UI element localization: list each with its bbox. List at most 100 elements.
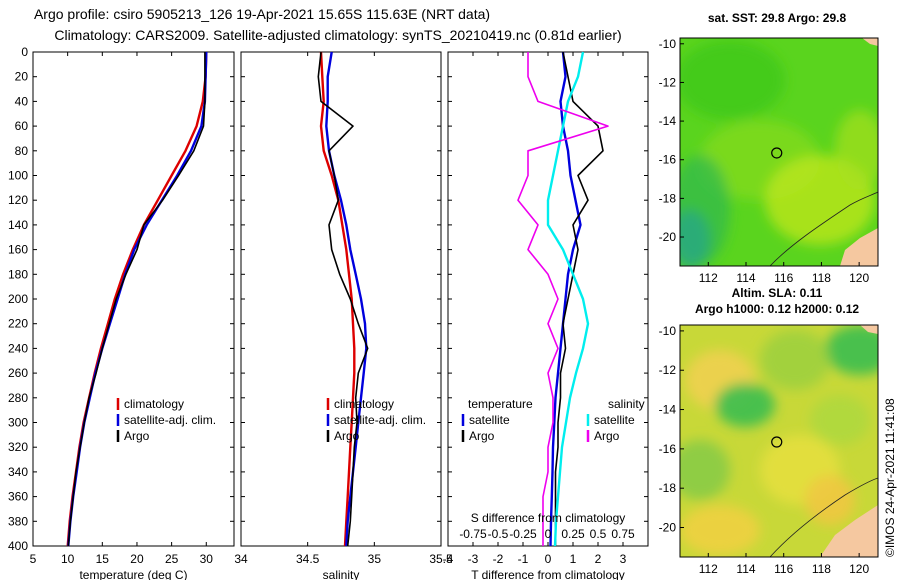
- ytick-label: 140: [8, 218, 28, 232]
- ytick-label: 60: [15, 119, 29, 133]
- sla-map-ytick-label: -12: [659, 363, 677, 377]
- salinity-frame: [240, 51, 442, 547]
- sla-map-xtick-label: 114: [736, 562, 755, 576]
- difference-xlabel: T difference from climatology: [471, 568, 625, 580]
- sst-bathymetry-contour: [769, 191, 878, 266]
- temperature-series-argo: [67, 52, 206, 547]
- sst-land-north: [862, 38, 878, 46]
- ytick-label: 260: [8, 366, 28, 380]
- salinity-panel: 34 34.5 35 35.5 salinity climatology satellite…: [234, 51, 453, 580]
- sla-map-xtick-label: 112: [699, 562, 718, 576]
- sst-map: sat. SST: 29.8 Argo: 29.8 112 114 116 118 12…: [659, 11, 879, 285]
- title-line-1: Argo profile: csiro 5905213_126 19-Apr-2…: [34, 6, 490, 22]
- sst-map-xtick-label: 112: [699, 271, 718, 285]
- ytick-label: 120: [8, 193, 28, 207]
- diff-legend-temperature-title: temperature: [468, 397, 533, 411]
- temperature-legend-label: Argo: [124, 429, 150, 443]
- diff-s-axis-tick: 0: [545, 527, 552, 541]
- difference-series-salinity-argo: [517, 52, 609, 546]
- salinity-xtick-label: 34: [234, 552, 248, 566]
- ytick-label: 240: [8, 341, 28, 355]
- diff-s-axis-tick: 0.75: [611, 527, 635, 541]
- sst-map-ytick-label: -20: [659, 230, 677, 244]
- sla-bathymetry-contour: [769, 477, 878, 557]
- sla-land-north: [860, 325, 878, 334]
- sla-map-xtick-label: 118: [812, 562, 831, 576]
- temperature-legend-label: climatology: [124, 397, 184, 411]
- difference-xtick-label: 0: [545, 552, 552, 566]
- salinity-legend-label: satellite-adj. clim.: [334, 413, 426, 427]
- sla-map-xtick-label: 120: [849, 562, 869, 576]
- difference-xtick-label: -3: [468, 552, 479, 566]
- sla-map-xtick-label: 116: [774, 562, 793, 576]
- sla-map-ytick-label: -18: [659, 481, 677, 495]
- sla-map: Altim. SLA: 0.11 Argo h1000: 0.12 h2000:…: [659, 286, 879, 576]
- sla-land: [820, 505, 878, 557]
- temperature-legend-label: satellite-adj. clim.: [124, 413, 216, 427]
- title-line-2: Climatology: CARS2009. Satellite-adjuste…: [54, 27, 621, 43]
- sla-map-ytick-label: -20: [659, 521, 677, 535]
- sst-map-ytick-label: -12: [659, 75, 677, 89]
- temperature-xtick-label: 25: [165, 552, 179, 566]
- sst-land: [840, 228, 878, 266]
- sst-map-xtick-label: 114: [736, 271, 755, 285]
- temperature-xlabel: temperature (deg C): [79, 568, 187, 580]
- ytick-label: 40: [15, 94, 29, 108]
- sst-map-title: sat. SST: 29.8 Argo: 29.8: [708, 11, 847, 25]
- sla-map-field: [680, 325, 878, 557]
- sst-argo-location-marker: [771, 147, 783, 159]
- salinity-series-climatology: [319, 51, 356, 547]
- ytick-label: 340: [8, 465, 28, 479]
- difference-xtick-label: -2: [493, 552, 504, 566]
- difference-series-salinity-satellite: [546, 51, 590, 547]
- sla-map-title-1: Altim. SLA: 0.11: [732, 286, 823, 300]
- diff-legend-left-label: satellite: [469, 413, 510, 427]
- sla-map-ytick-label: -16: [659, 442, 677, 456]
- sla-map-title-2: Argo h1000: 0.12 h2000: 0.12: [695, 302, 859, 316]
- diff-s-axis-tick: -0.25: [509, 527, 537, 541]
- diff-s-axis-title: S difference from climatology: [471, 511, 626, 525]
- salinity-xtick-label: 34.5: [296, 552, 320, 566]
- difference-xtick-label: 3: [620, 552, 627, 566]
- temperature-xtick-label: 15: [96, 552, 110, 566]
- diff-s-axis-tick: 0.25: [561, 527, 585, 541]
- diff-legend-right-label: satellite: [594, 413, 635, 427]
- ytick-label: 80: [15, 144, 29, 158]
- temperature-series-satellite-adj-clim-: [67, 51, 208, 547]
- diff-legend-left-label: Argo: [469, 429, 495, 443]
- sst-map-xtick-label: 120: [849, 271, 869, 285]
- ytick-label: 300: [8, 416, 28, 430]
- sst-map-axes: 112 114 116 118 120 -10 -12 -14 -16 -18 -20: [659, 37, 870, 285]
- difference-xtick-label: 1: [570, 552, 577, 566]
- diff-legend-right-label: Argo: [594, 429, 620, 443]
- ytick-label: 400: [8, 539, 28, 553]
- ytick-label: 20: [15, 70, 29, 84]
- salinity-legend-label: climatology: [334, 397, 394, 411]
- diff-s-axis-tick: -0.75: [459, 527, 487, 541]
- sla-map-ytick-label: -10: [659, 324, 677, 338]
- temperature-series-climatology: [66, 51, 208, 547]
- temperature-xtick-label: 30: [200, 552, 214, 566]
- ytick-label: 0: [21, 45, 28, 59]
- ytick-label: 360: [8, 490, 28, 504]
- temperature-panel: 0 20 40 60 80 100 120 140 160 180 200 220 240 260 280 3…: [8, 45, 235, 580]
- salinity-series-satellite-adj-clim-: [325, 51, 368, 547]
- sst-map-xtick-label: 118: [812, 271, 831, 285]
- temperature-xtick-label: 20: [130, 552, 144, 566]
- ytick-label: 220: [8, 317, 28, 331]
- sla-argo-location-marker: [771, 436, 783, 448]
- sst-map-ytick-label: -10: [659, 37, 677, 51]
- ytick-label: 280: [8, 391, 28, 405]
- temperature-xtick-label: 5: [30, 552, 37, 566]
- difference-series-temperature-satellite: [549, 51, 582, 547]
- difference-xtick-label: -1: [518, 552, 529, 566]
- diff-s-axis-tick: -0.5: [488, 527, 509, 541]
- sst-map-ytick-label: -14: [659, 114, 677, 128]
- sst-map-ytick-label: -16: [659, 153, 677, 167]
- diff-legend-salinity-title: salinity: [608, 397, 645, 411]
- difference-panel: -4 -3 -2 -1 0 1 2 3 T difference from climatolog…: [443, 51, 649, 580]
- salinity-xlabel: salinity: [323, 568, 360, 580]
- ytick-label: 320: [8, 440, 28, 454]
